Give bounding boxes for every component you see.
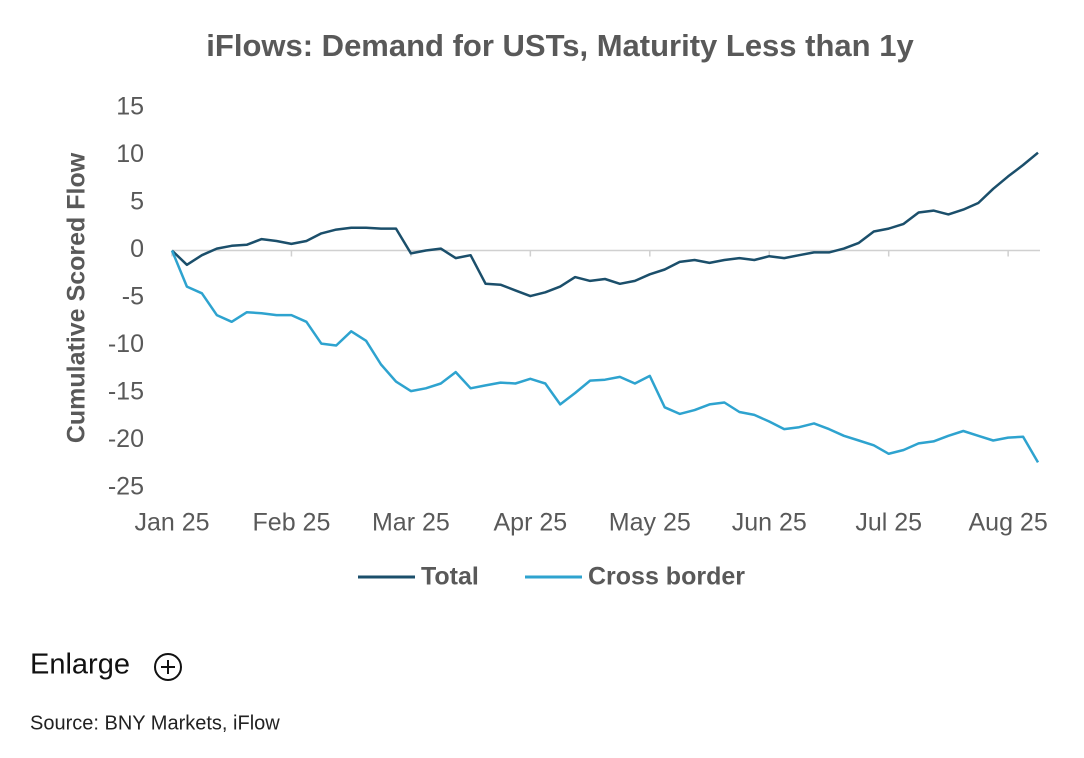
x-tick-label: Mar 25 [372,509,450,537]
source-note: Source: BNY Markets, iFlow [30,712,280,734]
x-tick-label: Feb 25 [253,509,331,537]
y-tick-label: 5 [130,188,144,216]
legend-label: Cross border [588,563,745,591]
plot: -25 -20 -15 -10 -5 0 5 10 15 Jan 25 Feb 25 Mar 25 Ap… [108,93,1048,537]
enlarge-icon[interactable] [154,653,182,681]
y-tick-label: 15 [116,93,144,121]
y-axis-label: Cumulative Scored Flow [63,152,91,443]
y-tick-label: -15 [108,378,144,406]
x-tick-label: Jun 25 [732,509,807,537]
chart-title: iFlows: Demand for USTs, Maturity Less t… [206,28,914,63]
legend: Total Cross border [358,563,745,591]
x-tick-label: May 25 [609,509,691,537]
y-tick-label: 0 [130,235,144,263]
y-tick-label: -10 [108,330,144,358]
x-tick-label: Jan 25 [134,509,209,537]
y-tick-label: -25 [108,473,144,501]
x-tick-label: Aug 25 [969,509,1048,537]
y-tick-label: -20 [108,425,144,453]
x-tick-label: Apr 25 [494,509,568,537]
x-tick-label: Jul 25 [855,509,922,537]
enlarge-link[interactable]: Enlarge [30,649,130,681]
y-tick-label: -5 [122,283,144,311]
series-line [170,250,1040,464]
series-line [171,151,1039,298]
legend-label: Total [421,563,479,591]
y-tick-label: 10 [116,140,144,168]
